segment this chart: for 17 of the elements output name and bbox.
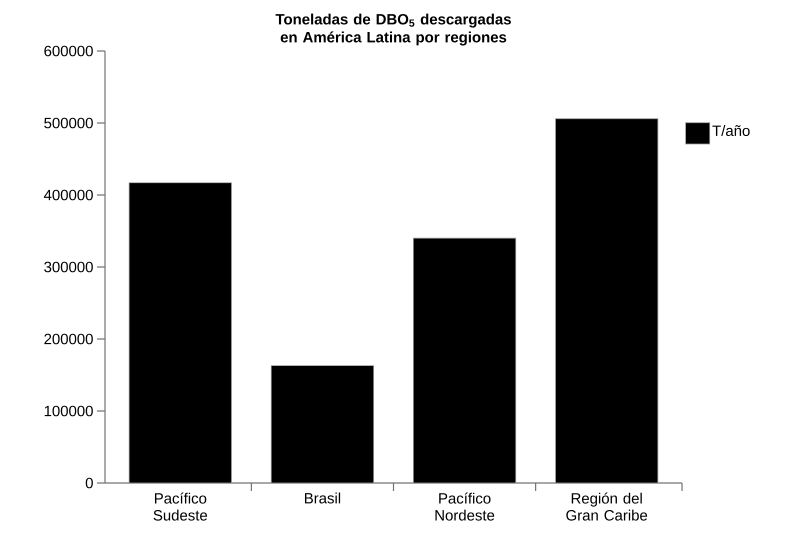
bar (413, 238, 516, 483)
y-tick-label: 0 (86, 478, 93, 488)
y-tick-label: 400000 (44, 190, 93, 200)
bar (270, 365, 374, 483)
y-tick-label: 600000 (44, 46, 93, 56)
y-tick-label: 500000 (44, 118, 93, 128)
y-tick-label: 100000 (44, 406, 93, 416)
bar (555, 118, 658, 483)
bar (128, 182, 232, 483)
x-tick-label: Brasil (304, 492, 340, 504)
x-tick-label: Pacífico Sudeste (154, 492, 208, 521)
y-tick-label: 200000 (44, 334, 93, 344)
x-tick-label: Pacífico Nordeste (435, 492, 494, 521)
legend-label: T/año (712, 125, 750, 136)
y-tick-label: 300000 (44, 262, 93, 272)
x-tick-label: Región del Gran Caribe (566, 492, 648, 521)
chart-title: Toneladas de DBO$_{5}$ descargadas en América Latina por regiones (276, 14, 511, 46)
